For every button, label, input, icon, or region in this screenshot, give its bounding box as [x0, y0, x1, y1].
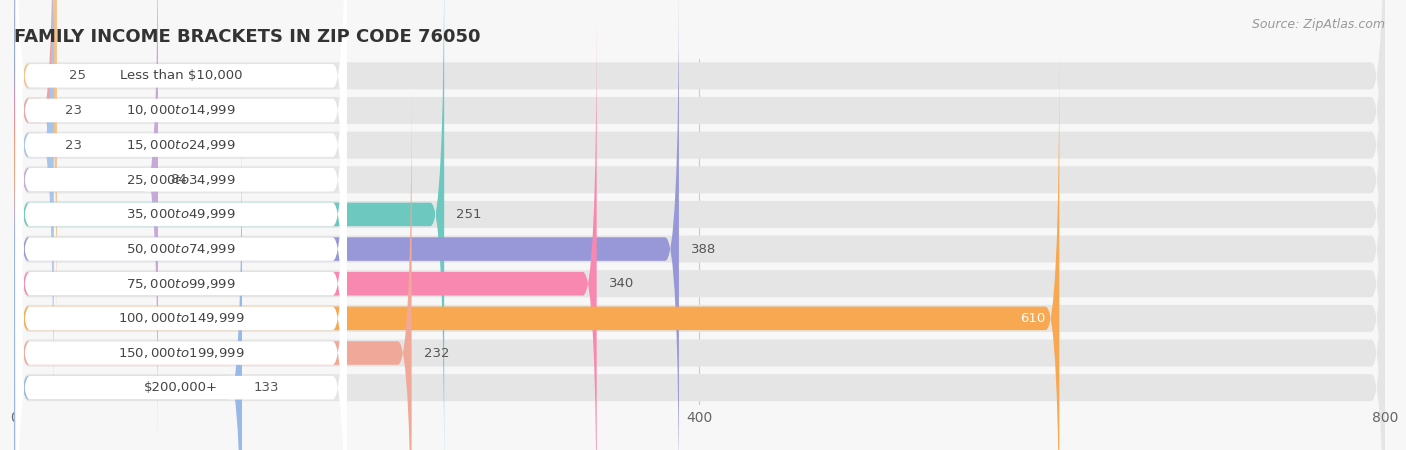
FancyBboxPatch shape: [14, 0, 157, 445]
Text: $200,000+: $200,000+: [145, 381, 218, 394]
FancyBboxPatch shape: [14, 0, 444, 450]
Text: $10,000 to $14,999: $10,000 to $14,999: [127, 104, 236, 117]
FancyBboxPatch shape: [14, 0, 1385, 409]
Text: $50,000 to $74,999: $50,000 to $74,999: [127, 242, 236, 256]
Text: 610: 610: [1021, 312, 1046, 325]
Text: 23: 23: [66, 139, 83, 152]
Text: $35,000 to $49,999: $35,000 to $49,999: [127, 207, 236, 221]
FancyBboxPatch shape: [15, 122, 346, 450]
Text: FAMILY INCOME BRACKETS IN ZIP CODE 76050: FAMILY INCOME BRACKETS IN ZIP CODE 76050: [14, 28, 481, 46]
FancyBboxPatch shape: [15, 0, 346, 445]
Text: $25,000 to $34,999: $25,000 to $34,999: [127, 173, 236, 187]
FancyBboxPatch shape: [15, 0, 346, 341]
FancyBboxPatch shape: [14, 0, 1385, 443]
FancyBboxPatch shape: [14, 0, 1385, 374]
Text: 340: 340: [609, 277, 634, 290]
FancyBboxPatch shape: [15, 0, 346, 450]
FancyBboxPatch shape: [14, 55, 1385, 450]
FancyBboxPatch shape: [15, 0, 346, 450]
Text: 133: 133: [254, 381, 280, 394]
FancyBboxPatch shape: [14, 122, 242, 450]
Text: 251: 251: [456, 208, 482, 221]
Text: $75,000 to $99,999: $75,000 to $99,999: [127, 277, 236, 291]
Text: 84: 84: [170, 173, 187, 186]
FancyBboxPatch shape: [14, 0, 53, 376]
FancyBboxPatch shape: [14, 88, 412, 450]
FancyBboxPatch shape: [15, 18, 346, 450]
FancyBboxPatch shape: [14, 20, 1385, 450]
Text: 388: 388: [690, 243, 716, 256]
FancyBboxPatch shape: [15, 0, 346, 376]
FancyBboxPatch shape: [14, 18, 596, 450]
Text: 25: 25: [69, 69, 86, 82]
Text: $100,000 to $149,999: $100,000 to $149,999: [118, 311, 245, 325]
Text: Less than $10,000: Less than $10,000: [120, 69, 242, 82]
Text: 23: 23: [66, 104, 83, 117]
FancyBboxPatch shape: [14, 0, 1385, 450]
FancyBboxPatch shape: [14, 0, 1385, 339]
Text: $150,000 to $199,999: $150,000 to $199,999: [118, 346, 245, 360]
FancyBboxPatch shape: [14, 0, 56, 341]
Text: 232: 232: [423, 346, 449, 360]
FancyBboxPatch shape: [15, 53, 346, 450]
FancyBboxPatch shape: [14, 0, 679, 450]
Text: $15,000 to $24,999: $15,000 to $24,999: [127, 138, 236, 152]
FancyBboxPatch shape: [15, 0, 346, 410]
FancyBboxPatch shape: [14, 90, 1385, 450]
FancyBboxPatch shape: [14, 53, 1059, 450]
FancyBboxPatch shape: [14, 0, 53, 410]
FancyBboxPatch shape: [14, 0, 1385, 450]
Text: Source: ZipAtlas.com: Source: ZipAtlas.com: [1251, 18, 1385, 31]
FancyBboxPatch shape: [15, 88, 346, 450]
FancyBboxPatch shape: [14, 124, 1385, 450]
